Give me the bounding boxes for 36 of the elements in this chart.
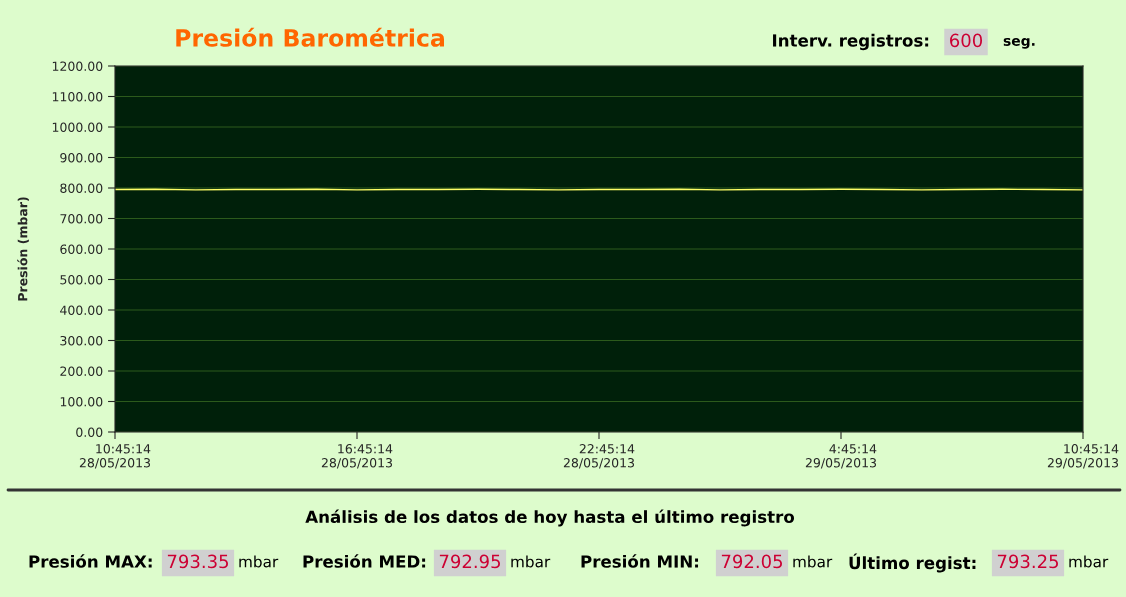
y-tick-label: 500.00 [60,274,103,285]
y-tick-label: 100.00 [60,396,103,407]
x-tick-label: 10:45:14 29/05/2013 [1047,444,1119,469]
text: Presión MED: [303,554,426,568]
y-tick-label: 600.00 [60,244,103,254]
text: mbar [1069,555,1109,568]
y-tick-label: 0.00 [76,427,103,437]
text: 600 [950,33,983,48]
text: 793.25 [997,554,1059,569]
text: Análisis de los datos de hoy hasta el último registro [305,509,795,527]
y-tick-label: 300.00 [60,335,103,346]
text: Interv. registros: [773,33,929,51]
text: 793.35 [167,554,229,569]
y-tick-label: 1000.00 [52,122,103,132]
x-tick-label: 16:45:14 28/05/2013 [321,444,393,469]
x-tick-label: 10:45:14 28/05/2013 [79,444,151,469]
text: mbar [239,555,279,568]
y-tick-label: 1200.00 [52,61,103,71]
x-tick-label: 4:45:14 29/05/2013 [805,444,877,469]
text: mbar [793,555,833,568]
y-axis-title: Presión (mbar) [17,197,29,301]
y-tick-label: 900.00 [60,152,103,163]
y-tick-label: 1100.00 [52,91,103,102]
y-tick-label: 400.00 [60,305,103,315]
text: 792.05 [721,554,783,569]
y-tick-label: 800.00 [60,183,103,193]
y-tick-label: 700.00 [60,213,103,224]
text: seg. [1003,37,1035,49]
x-tick-label: 22:45:14 28/05/2013 [563,444,635,469]
text: Presión MIN: [581,554,699,568]
text: Presión MAX: [29,554,152,568]
text: 792.95 [439,554,501,569]
chart-title: Presión Barométrica [176,27,445,47]
y-tick-label: 200.00 [60,366,103,376]
text: mbar [511,555,551,568]
text: Último regist: [849,553,976,573]
